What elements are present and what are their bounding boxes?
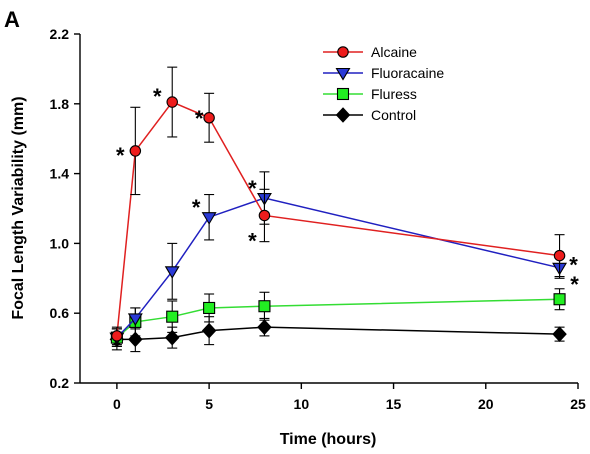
- panel-letter: A: [4, 7, 20, 32]
- legend: Alcaine Fluoracaine Fluress Control: [323, 44, 444, 123]
- data-point-fluress: [166, 310, 179, 323]
- data-point-alcaine: [129, 145, 142, 157]
- data-point-alcaine: [553, 249, 566, 262]
- series-line-fluoracaine: [116, 197, 560, 339]
- data-point-fluoracaine: [127, 313, 143, 327]
- y-tick-label: 1.8: [50, 96, 70, 112]
- legend-item-control: Control: [323, 107, 416, 123]
- data-point-alcaine: [258, 209, 271, 222]
- significance-star: *: [248, 176, 257, 201]
- x-tick-label: 5: [205, 396, 213, 412]
- data-point-control: [552, 326, 567, 342]
- series-layer: [109, 66, 568, 353]
- y-tick-label: 0.6: [50, 305, 70, 321]
- data-point-control: [257, 319, 272, 335]
- x-tick-label: 20: [478, 396, 494, 412]
- y-tick-label: 1.4: [50, 166, 70, 182]
- x-tick-label: 10: [294, 396, 310, 412]
- data-point-fluoracaine: [164, 266, 180, 279]
- y-tick-label: 2.2: [50, 26, 70, 42]
- legend-marker: [336, 87, 350, 101]
- data-point-fluress: [258, 300, 271, 313]
- axis-ticks: 0.2 0.6 1.0 1.4 1.8 2.2 0 5 10 15 20 25: [50, 26, 586, 412]
- data-point-fluoracaine: [201, 212, 217, 225]
- data-point-alcaine: [203, 112, 215, 124]
- x-tick-label: 15: [386, 396, 402, 412]
- legend-label: Alcaine: [371, 44, 417, 60]
- series-control: [109, 316, 567, 353]
- significance-star: *: [153, 84, 162, 109]
- significance-star: *: [192, 195, 201, 220]
- legend-label: Control: [371, 107, 416, 123]
- legend-item-alcaine: Alcaine: [323, 44, 417, 60]
- y-tick-label: 1.0: [50, 235, 70, 251]
- plot-axes: [79, 34, 578, 384]
- legend-marker: [337, 46, 349, 58]
- x-tick-label: 25: [570, 396, 586, 412]
- significance-markers: ********: [116, 84, 579, 297]
- series-line-alcaine: [116, 101, 560, 336]
- significance-star: *: [569, 253, 578, 278]
- legend-marker: [335, 67, 351, 81]
- series-line-control: [116, 326, 560, 341]
- legend-item-fluress: Fluress: [323, 86, 417, 102]
- x-tick-label: 0: [113, 396, 121, 412]
- series-fluress: [110, 288, 566, 347]
- y-axis-title: Focal Length Variability (mm): [10, 96, 27, 319]
- x-axis-title: Time (hours): [280, 431, 377, 448]
- series-fluoracaine: [109, 171, 568, 347]
- data-point-control: [201, 322, 217, 339]
- legend-label: Fluress: [371, 86, 417, 102]
- legend-label: Fluoracaine: [371, 65, 444, 81]
- legend-marker: [335, 107, 351, 123]
- data-point-control: [164, 329, 180, 346]
- significance-star: *: [248, 228, 257, 253]
- legend-item-fluoracaine: Fluoracaine: [323, 65, 444, 81]
- series-alcaine: [111, 66, 566, 346]
- data-point-fluress: [203, 301, 216, 315]
- y-tick-label: 0.2: [50, 375, 70, 391]
- data-point-alcaine: [111, 330, 123, 342]
- significance-star: *: [116, 143, 125, 168]
- data-point-alcaine: [166, 96, 178, 108]
- data-point-fluress: [553, 293, 566, 306]
- significance-star: *: [195, 106, 204, 131]
- significance-star: *: [570, 272, 579, 297]
